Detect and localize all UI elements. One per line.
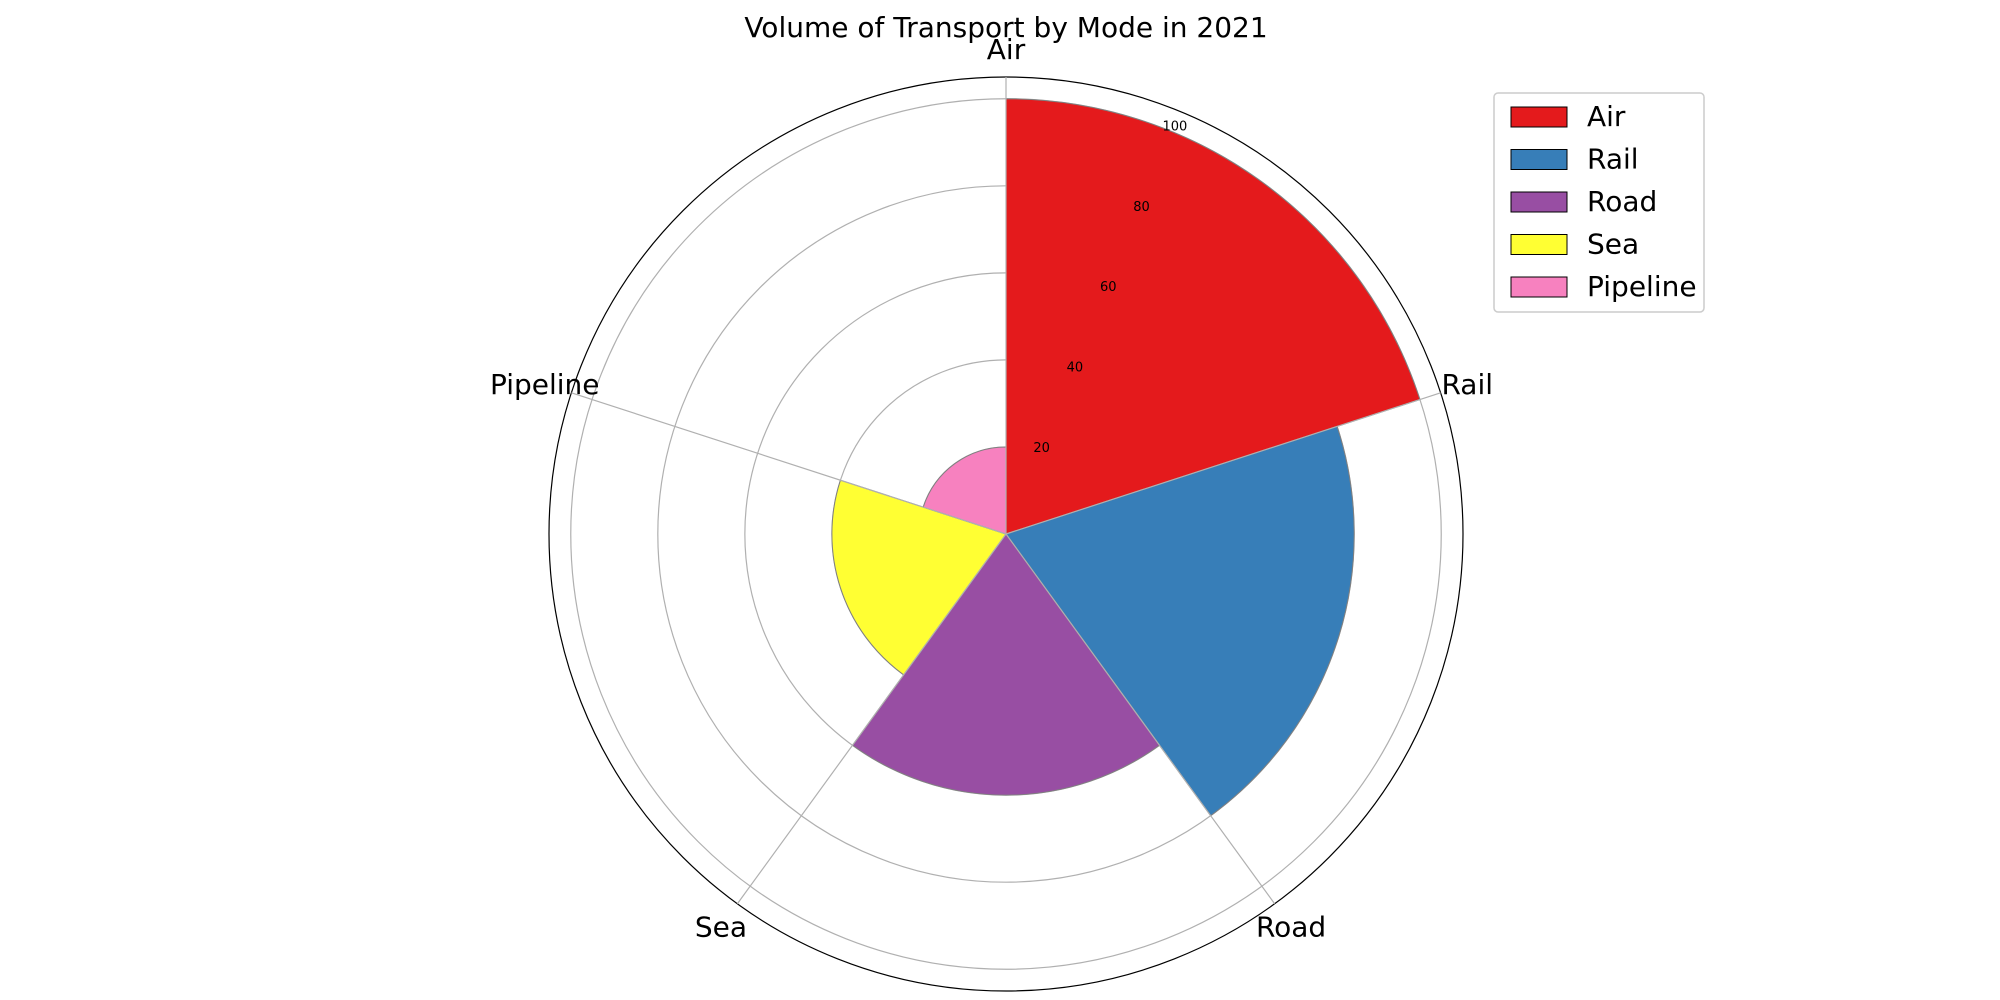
bar-pipeline [922, 446, 1007, 535]
ticks-layer: 20 40 60 80 100 [1033, 119, 1187, 456]
legend-label-sea: Sea [1587, 228, 1639, 261]
bars-layer [831, 98, 1421, 817]
angular-gridline [571, 392, 1007, 535]
category-label-air: Air [987, 33, 1026, 66]
radial-tick-label: 40 [1067, 361, 1084, 376]
radial-tick-label: 100 [1162, 119, 1187, 134]
radial-tick-label: 20 [1033, 441, 1050, 456]
category-label-rail: Rail [1441, 368, 1493, 401]
angular-gridline [1005, 392, 1441, 535]
legend-frame [1493, 92, 1705, 313]
legend-swatch-air [1510, 106, 1568, 128]
legend-label-road: Road [1587, 185, 1657, 218]
legend-label-rail: Rail [1587, 143, 1639, 176]
bar-rail [1005, 425, 1355, 817]
legend-items: Air Rail Road Sea Pipeline [1510, 100, 1697, 303]
category-label-road: Road [1256, 910, 1326, 943]
legend-swatch-road [1510, 191, 1568, 213]
radial-tick-label: 60 [1100, 280, 1117, 295]
bar-road [851, 533, 1161, 796]
legend-label-pipeline: Pipeline [1587, 270, 1697, 303]
legend-label-air: Air [1587, 100, 1626, 133]
legend-swatch-pipeline [1510, 276, 1568, 298]
category-label-sea: Sea [695, 910, 747, 943]
category-label-pipeline: Pipeline [490, 368, 600, 401]
bar-sea [831, 479, 1007, 676]
spokes-layer [571, 77, 1441, 905]
angular-gridline [736, 533, 1007, 905]
polar-axes: 20 40 60 80 100 Air Rail Road Sea Pipeline [490, 33, 1493, 992]
legend: Air Rail Road Sea Pipeline [1493, 92, 1705, 313]
chart-title: Volume of Transport by Mode in 2021 [744, 11, 1267, 44]
legend-swatch-sea [1510, 234, 1568, 255]
radial-tick-label: 80 [1133, 200, 1150, 215]
legend-swatch-rail [1510, 149, 1568, 170]
category-labels: Air Rail Road Sea Pipeline [490, 33, 1493, 943]
angular-gridline [1005, 533, 1276, 905]
bar-air [1005, 98, 1421, 535]
